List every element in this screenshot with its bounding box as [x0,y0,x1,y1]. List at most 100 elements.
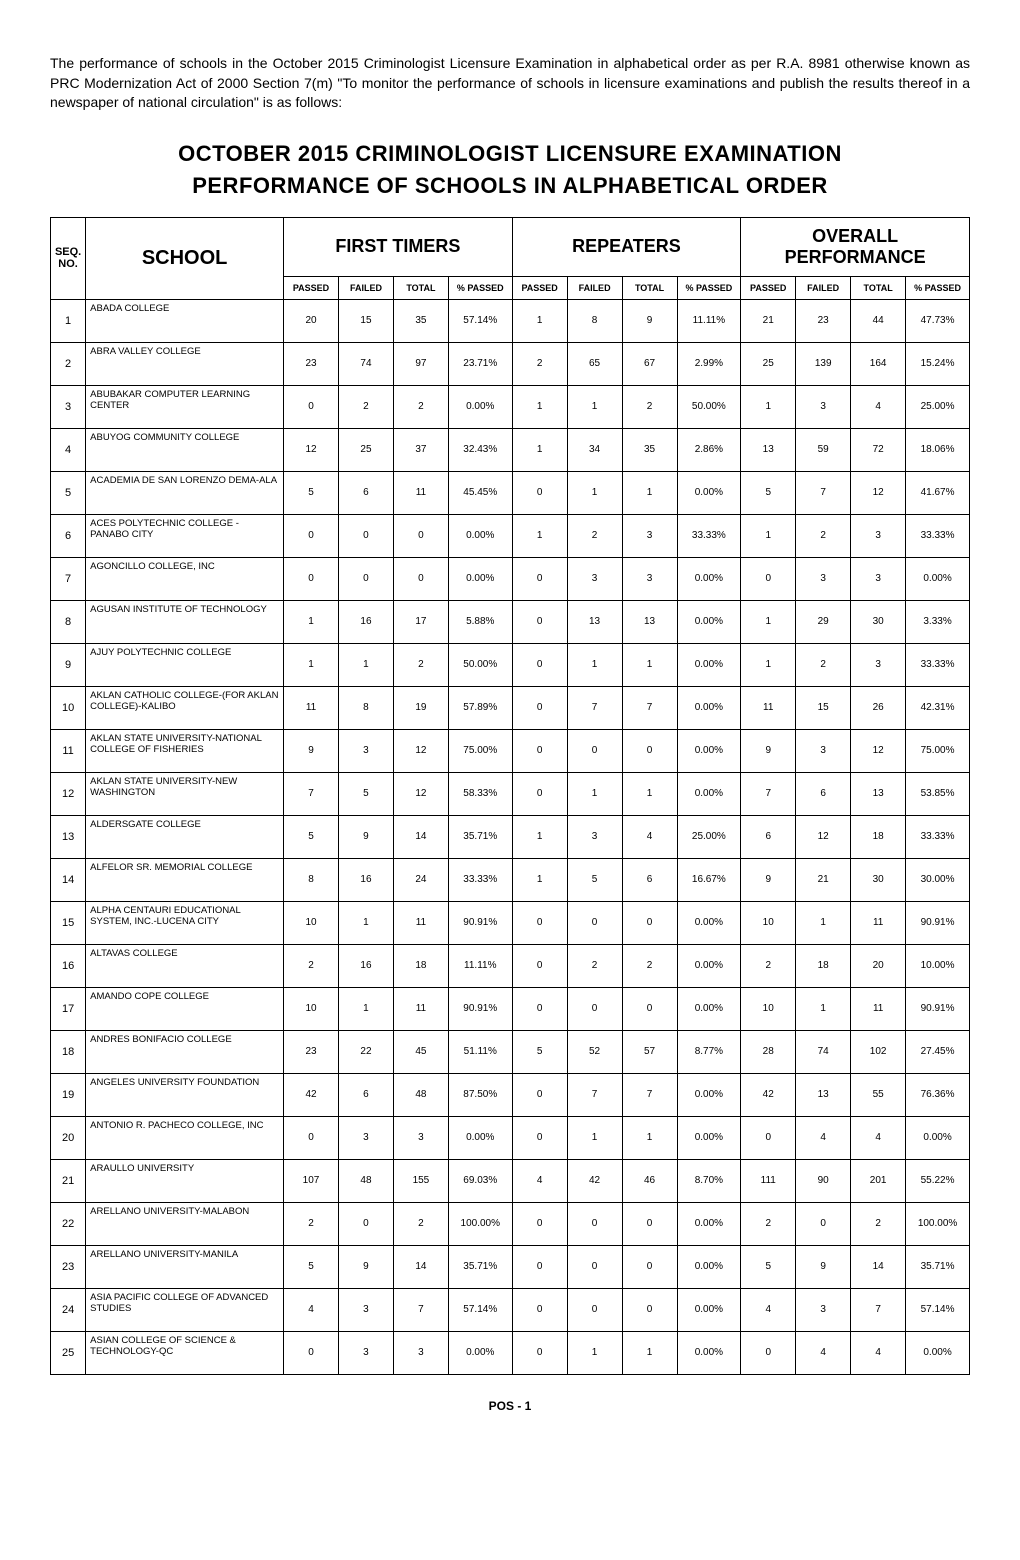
cell-ov-total: 7 [851,1288,906,1331]
cell-ov-total: 18 [851,815,906,858]
cell-school: ANDRES BONIFACIO COLLEGE [86,1030,284,1073]
cell-ft-total: 2 [393,1202,448,1245]
cell-ft-pct: 0.00% [448,385,512,428]
cell-seq: 2 [51,342,86,385]
cell-ft-pct: 5.88% [448,600,512,643]
cell-ft-total: 14 [393,815,448,858]
cell-ov-failed: 74 [796,1030,851,1073]
cell-ft-failed: 16 [338,600,393,643]
cell-ov-total: 12 [851,729,906,772]
cell-school: ACADEMIA DE SAN LORENZO DEMA-ALA [86,471,284,514]
table-row: 2ABRA VALLEY COLLEGE23749723.71%265672.9… [51,342,970,385]
cell-rp-passed: 0 [512,1245,567,1288]
cell-school: AMANDO COPE COLLEGE [86,987,284,1030]
table-row: 24ASIA PACIFIC COLLEGE OF ADVANCED STUDI… [51,1288,970,1331]
cell-ft-total: 17 [393,600,448,643]
cell-ov-pct: 0.00% [906,1116,970,1159]
cell-ov-failed: 12 [796,815,851,858]
cell-ov-total: 55 [851,1073,906,1116]
cell-ov-pct: 0.00% [906,557,970,600]
cell-rp-failed: 3 [567,557,622,600]
cell-rp-failed: 52 [567,1030,622,1073]
cell-ov-failed: 21 [796,858,851,901]
cell-ov-failed: 0 [796,1202,851,1245]
cell-school: ABRA VALLEY COLLEGE [86,342,284,385]
cell-ov-pct: 3.33% [906,600,970,643]
cell-rp-passed: 0 [512,772,567,815]
cell-ov-pct: 57.14% [906,1288,970,1331]
cell-rp-failed: 42 [567,1159,622,1202]
cell-ov-passed: 1 [741,385,796,428]
cell-ov-failed: 6 [796,772,851,815]
cell-rp-pct: 0.00% [677,1073,741,1116]
cell-ov-failed: 18 [796,944,851,987]
cell-ov-pct: 33.33% [906,514,970,557]
cell-ov-pct: 53.85% [906,772,970,815]
cell-ft-total: 2 [393,385,448,428]
cell-ov-passed: 6 [741,815,796,858]
cell-ft-passed: 2 [284,944,339,987]
cell-ov-pct: 90.91% [906,987,970,1030]
cell-ft-pct: 50.00% [448,643,512,686]
cell-ov-failed: 4 [796,1116,851,1159]
cell-ft-pct: 57.89% [448,686,512,729]
cell-rp-total: 0 [622,1245,677,1288]
cell-seq: 12 [51,772,86,815]
cell-seq: 3 [51,385,86,428]
cell-ft-failed: 3 [338,1116,393,1159]
cell-seq: 4 [51,428,86,471]
cell-rp-passed: 0 [512,1288,567,1331]
cell-ft-passed: 5 [284,815,339,858]
cell-seq: 8 [51,600,86,643]
header-ft-failed: FAILED [338,276,393,299]
cell-rp-pct: 0.00% [677,600,741,643]
cell-seq: 19 [51,1073,86,1116]
cell-rp-total: 7 [622,686,677,729]
cell-ft-total: 37 [393,428,448,471]
cell-ft-pct: 75.00% [448,729,512,772]
cell-school: ALDERSGATE COLLEGE [86,815,284,858]
cell-ft-pct: 58.33% [448,772,512,815]
cell-rp-pct: 0.00% [677,1116,741,1159]
cell-seq: 16 [51,944,86,987]
cell-ft-pct: 45.45% [448,471,512,514]
cell-rp-total: 0 [622,729,677,772]
cell-rp-total: 9 [622,299,677,342]
cell-rp-passed: 1 [512,385,567,428]
cell-ft-passed: 0 [284,557,339,600]
table-row: 8AGUSAN INSTITUTE OF TECHNOLOGY116175.88… [51,600,970,643]
cell-ov-failed: 90 [796,1159,851,1202]
cell-rp-failed: 2 [567,514,622,557]
page-footer: POS - 1 [50,1399,970,1413]
cell-ov-pct: 90.91% [906,901,970,944]
cell-ov-failed: 3 [796,385,851,428]
cell-school: ABUBAKAR COMPUTER LEARNING CENTER [86,385,284,428]
cell-ft-pct: 87.50% [448,1073,512,1116]
cell-rp-passed: 5 [512,1030,567,1073]
cell-ft-passed: 7 [284,772,339,815]
cell-ov-total: 12 [851,471,906,514]
cell-school: ABADA COLLEGE [86,299,284,342]
cell-seq: 15 [51,901,86,944]
cell-ft-pct: 0.00% [448,1331,512,1374]
cell-ft-failed: 1 [338,987,393,1030]
cell-ft-failed: 0 [338,557,393,600]
cell-ft-passed: 1 [284,643,339,686]
cell-ov-total: 201 [851,1159,906,1202]
cell-ov-total: 3 [851,557,906,600]
cell-ft-pct: 69.03% [448,1159,512,1202]
cell-rp-failed: 5 [567,858,622,901]
cell-ft-pct: 0.00% [448,514,512,557]
cell-ov-passed: 0 [741,1116,796,1159]
cell-rp-pct: 0.00% [677,1331,741,1374]
cell-ft-total: 24 [393,858,448,901]
cell-ft-pct: 11.11% [448,944,512,987]
cell-seq: 25 [51,1331,86,1374]
cell-ft-total: 48 [393,1073,448,1116]
cell-rp-failed: 7 [567,1073,622,1116]
cell-ov-pct: 75.00% [906,729,970,772]
title-line-1: OCTOBER 2015 CRIMINOLOGIST LICENSURE EXA… [50,141,970,167]
cell-rp-passed: 0 [512,1073,567,1116]
cell-ft-pct: 33.33% [448,858,512,901]
cell-ov-total: 14 [851,1245,906,1288]
